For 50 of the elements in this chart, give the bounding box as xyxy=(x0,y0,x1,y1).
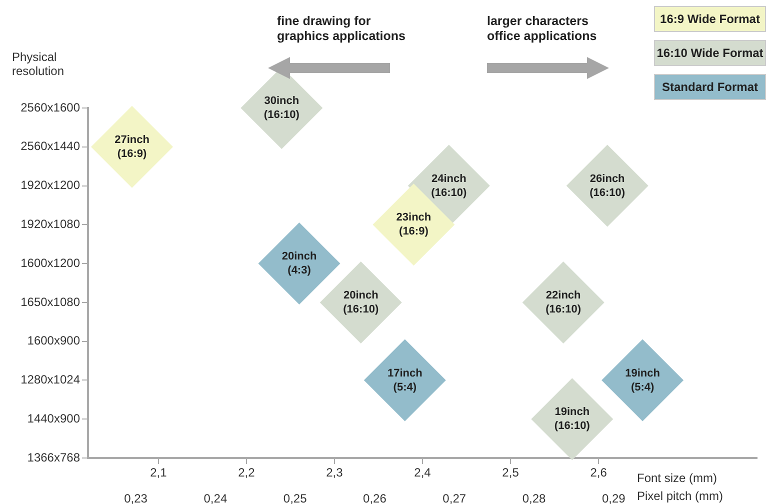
text: fine drawing for graphics applications xyxy=(277,14,406,44)
data-label: 20inch (4:3) xyxy=(282,250,317,277)
text: larger characters office applications xyxy=(487,14,597,44)
text: 16:9 Wide Format xyxy=(654,6,766,32)
x2-tick-label: 0,27 xyxy=(442,492,466,504)
y-tick-label: 1650x1080 xyxy=(20,294,80,309)
text: 16:10 Wide Format xyxy=(654,40,766,66)
text: Standard Format xyxy=(654,74,766,100)
y-tick-label: 1600x900 xyxy=(27,334,80,348)
point xyxy=(531,378,614,460)
y-tick-label: 2560x1600 xyxy=(20,100,80,114)
x-axis-title: Font size (mm) xyxy=(637,471,718,485)
data-label: 17inch (5:4) xyxy=(387,367,423,394)
x2-tick-label: 0,26 xyxy=(363,492,387,504)
x2-tick-label: 0,25 xyxy=(283,492,308,504)
x-tick-label: 2,1 xyxy=(150,466,168,480)
data-label: 27inch (16:9) xyxy=(114,134,150,160)
data-label: 19inch (5:4) xyxy=(625,367,660,394)
point xyxy=(522,261,604,344)
y-tick-label: 1440x900 xyxy=(27,411,80,426)
x-tick-label: 2,2 xyxy=(238,466,256,480)
y-tick-label: 1600x1200 xyxy=(20,256,80,270)
point xyxy=(602,339,684,422)
x2-tick-label: 0,29 xyxy=(602,492,626,504)
x2-tick-label: 0,28 xyxy=(522,492,546,504)
data-label: 19inch (16:10) xyxy=(554,406,590,432)
y-tick-label: 1920x1080 xyxy=(20,216,80,231)
y-tick-label: 2560x1440 xyxy=(20,139,80,154)
point xyxy=(320,261,402,344)
y-tick-label: 1920x1200 xyxy=(20,178,80,192)
x2-tick-label: 0,23 xyxy=(124,492,148,504)
data-label: 26inch (16:10) xyxy=(590,172,626,199)
data-label: 24inch (16:10) xyxy=(431,172,467,199)
x-tick-label: 2,5 xyxy=(502,466,520,480)
point xyxy=(364,339,446,422)
x2-axis-title: Pixel pitch (mm) xyxy=(637,489,724,503)
data-label: 30inch (16:10) xyxy=(264,95,300,122)
x2-tick-label: 0,24 xyxy=(204,492,228,504)
point xyxy=(258,222,340,305)
point xyxy=(566,144,648,227)
data-label: 20inch (16:10) xyxy=(343,289,379,316)
data-label: 23inch (16:9) xyxy=(396,212,432,238)
y-tick-label: 1280x1024 xyxy=(20,372,80,387)
data-label: 22inch (16:10) xyxy=(546,289,582,316)
x-tick-label: 2,4 xyxy=(414,466,432,480)
x-tick-label: 2,6 xyxy=(590,466,608,480)
y-axis-title: Physical resolution xyxy=(12,50,66,78)
y-tick-label: 1366x768 xyxy=(27,450,80,464)
point xyxy=(91,106,174,188)
x-tick-label: 2,3 xyxy=(326,466,344,480)
